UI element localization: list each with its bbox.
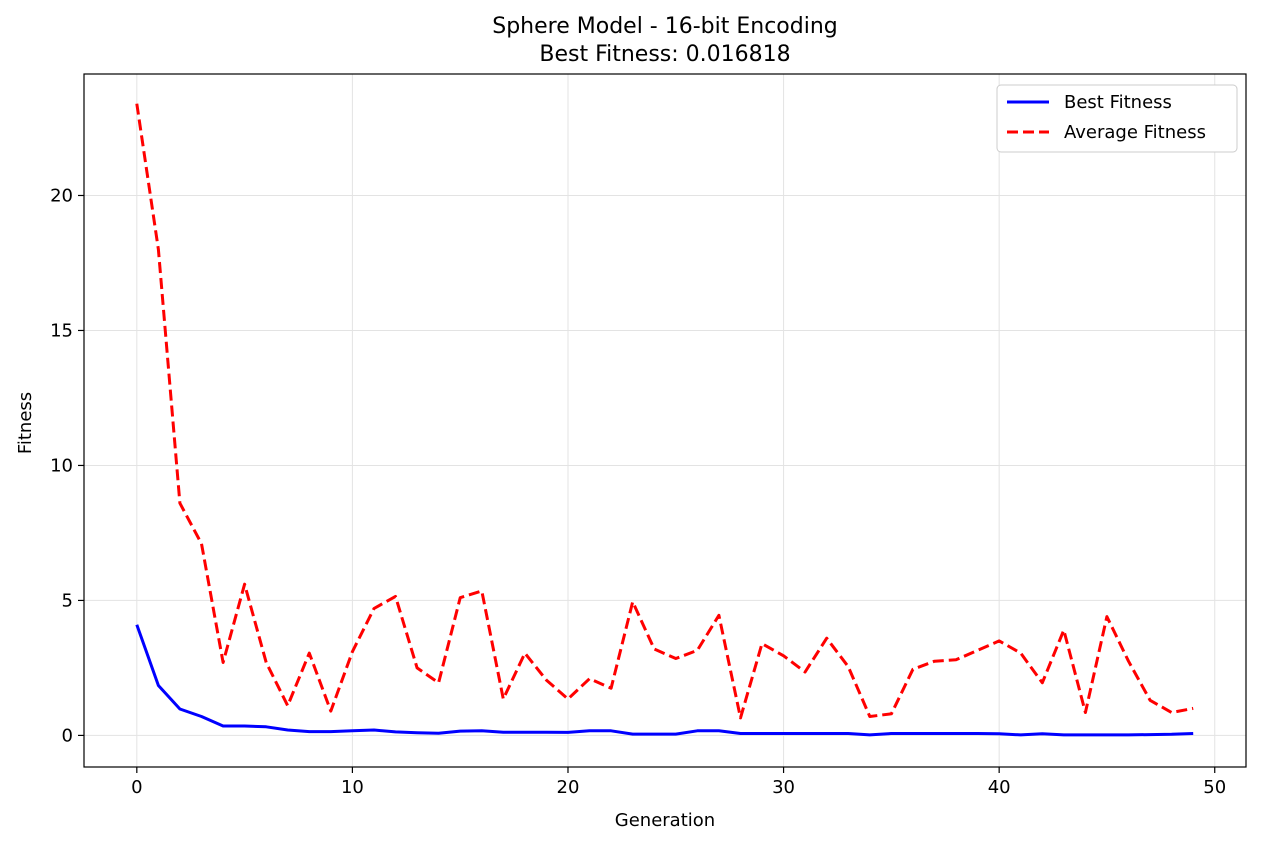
chart-subtitle: Best Fitness: 0.016818 — [539, 42, 790, 67]
x-axis-label: Generation — [615, 810, 715, 831]
y-tick-label: 0 — [62, 725, 73, 746]
series-lines — [135, 103, 1194, 737]
legend-label-average: Average Fitness — [1064, 122, 1206, 143]
legend-box — [996, 84, 1238, 153]
x-tick-label: 0 — [131, 777, 142, 798]
x-tick-label: 40 — [988, 777, 1011, 798]
x-tick-label: 20 — [557, 777, 580, 798]
y-tick-label: 20 — [50, 185, 73, 206]
x-tick-label: 10 — [341, 777, 364, 798]
grid — [84, 74, 1246, 767]
plot-frame — [83, 73, 1247, 768]
legend: Best Fitness Average Fitness — [996, 84, 1238, 153]
ticks: 0 10 20 30 40 50 0 5 10 15 20 — [50, 185, 1226, 798]
chart-title: Sphere Model - 16-bit Encoding — [492, 14, 838, 39]
y-axis-label: Fitness — [15, 392, 36, 454]
legend-label-best: Best Fitness — [1064, 92, 1172, 113]
x-tick-label: 50 — [1203, 777, 1226, 798]
y-tick-label: 5 — [62, 590, 73, 611]
best-fitness-line — [135, 624, 1194, 737]
x-tick-label: 30 — [772, 777, 795, 798]
y-tick-label: 10 — [50, 455, 73, 476]
y-tick-label: 15 — [50, 320, 73, 341]
